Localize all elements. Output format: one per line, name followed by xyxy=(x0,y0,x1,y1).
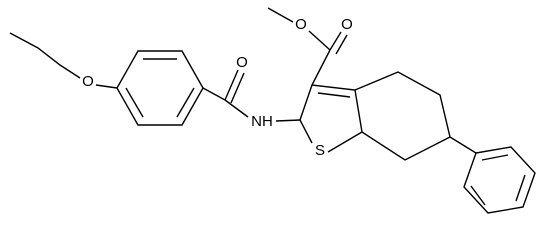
benzene-ring xyxy=(116,50,204,126)
propyl-chain xyxy=(9,32,81,79)
atom-label: O xyxy=(295,16,307,33)
thiophene xyxy=(299,84,363,133)
bond xyxy=(230,72,245,104)
bond xyxy=(202,87,226,101)
molecule-diagram: O O O O NH S xyxy=(9,7,536,214)
bond xyxy=(224,69,239,101)
bond xyxy=(449,136,477,154)
bond xyxy=(267,7,294,23)
atom-label: O xyxy=(82,73,94,90)
cyclohexene xyxy=(354,71,451,161)
bond xyxy=(95,84,118,89)
bond xyxy=(275,119,301,122)
bond xyxy=(335,34,348,55)
atom-label: NH xyxy=(251,113,273,130)
bond xyxy=(515,174,526,202)
atom-label: O xyxy=(341,16,353,33)
bond xyxy=(327,131,363,153)
atom-label: S xyxy=(315,142,325,159)
bond xyxy=(299,119,313,144)
bonds xyxy=(9,7,536,214)
bond xyxy=(224,99,249,118)
bond xyxy=(311,49,331,86)
bond xyxy=(470,185,486,206)
atom-label: O xyxy=(236,54,248,71)
bond xyxy=(308,30,331,51)
bond xyxy=(176,87,195,118)
bond xyxy=(317,92,351,98)
phenyl-ring xyxy=(463,146,536,214)
bond xyxy=(481,154,509,161)
bond xyxy=(329,31,342,51)
bond xyxy=(125,87,144,118)
